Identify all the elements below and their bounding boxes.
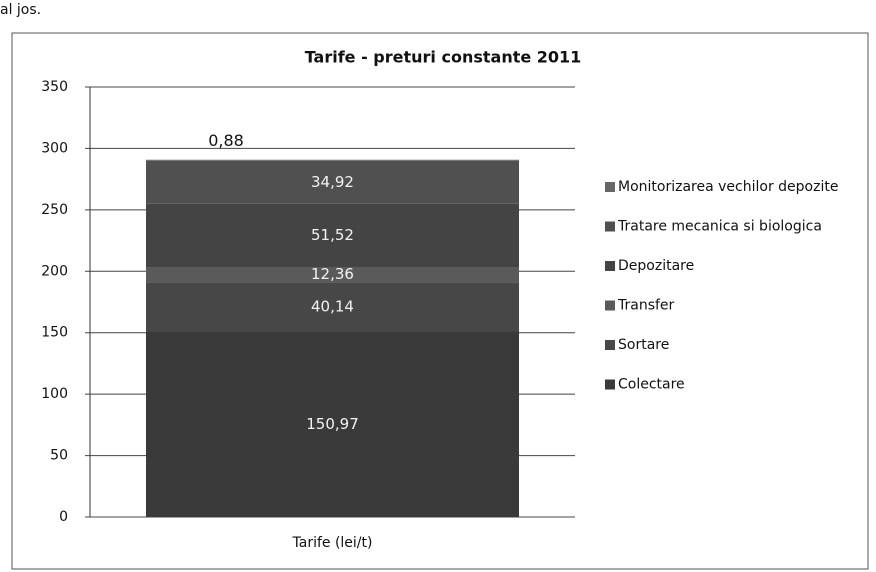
chart-title: Tarife - preturi constante 2011 <box>305 48 582 67</box>
value-label: 12,36 <box>311 265 354 283</box>
legend-swatch <box>605 221 615 232</box>
legend-label: Transfer <box>617 298 675 314</box>
y-tick-label: 300 <box>41 140 68 156</box>
y-tick-label: 250 <box>41 202 68 218</box>
x-tick-label: Tarife (lei/t) <box>292 535 373 551</box>
bar-segment <box>146 331 519 517</box>
page-text: al jos. <box>0 2 41 18</box>
legend-swatch <box>605 340 615 350</box>
bar-segment <box>146 160 519 204</box>
y-tick-label: 100 <box>41 386 68 402</box>
value-label: 40,14 <box>311 297 354 315</box>
bar-segment <box>146 282 519 332</box>
legend-swatch <box>605 261 615 271</box>
legend-label: Depozitare <box>618 258 694 274</box>
y-tick-label: 0 <box>59 509 68 525</box>
legend-label: Monitorizarea vechilor depozite <box>618 179 838 195</box>
bar-segment <box>146 159 519 161</box>
legend-label: Tratare mecanica si biologica <box>617 219 822 235</box>
y-tick-label: 50 <box>50 448 68 464</box>
value-label: 34,92 <box>311 173 354 191</box>
value-label: 150,97 <box>306 415 359 433</box>
y-tick-label: 350 <box>41 79 68 95</box>
value-label: 51,52 <box>311 226 354 244</box>
legend-label: Sortare <box>618 337 669 353</box>
legend-label: Colectare <box>618 377 685 393</box>
bar-segment <box>146 267 519 283</box>
bar-segment <box>146 203 519 268</box>
value-label: 0,88 <box>208 131 244 150</box>
y-tick-label: 200 <box>41 263 68 279</box>
y-tick-label: 150 <box>41 325 68 341</box>
legend-swatch <box>605 182 615 192</box>
legend-swatch <box>605 300 615 311</box>
legend-swatch <box>605 379 615 390</box>
